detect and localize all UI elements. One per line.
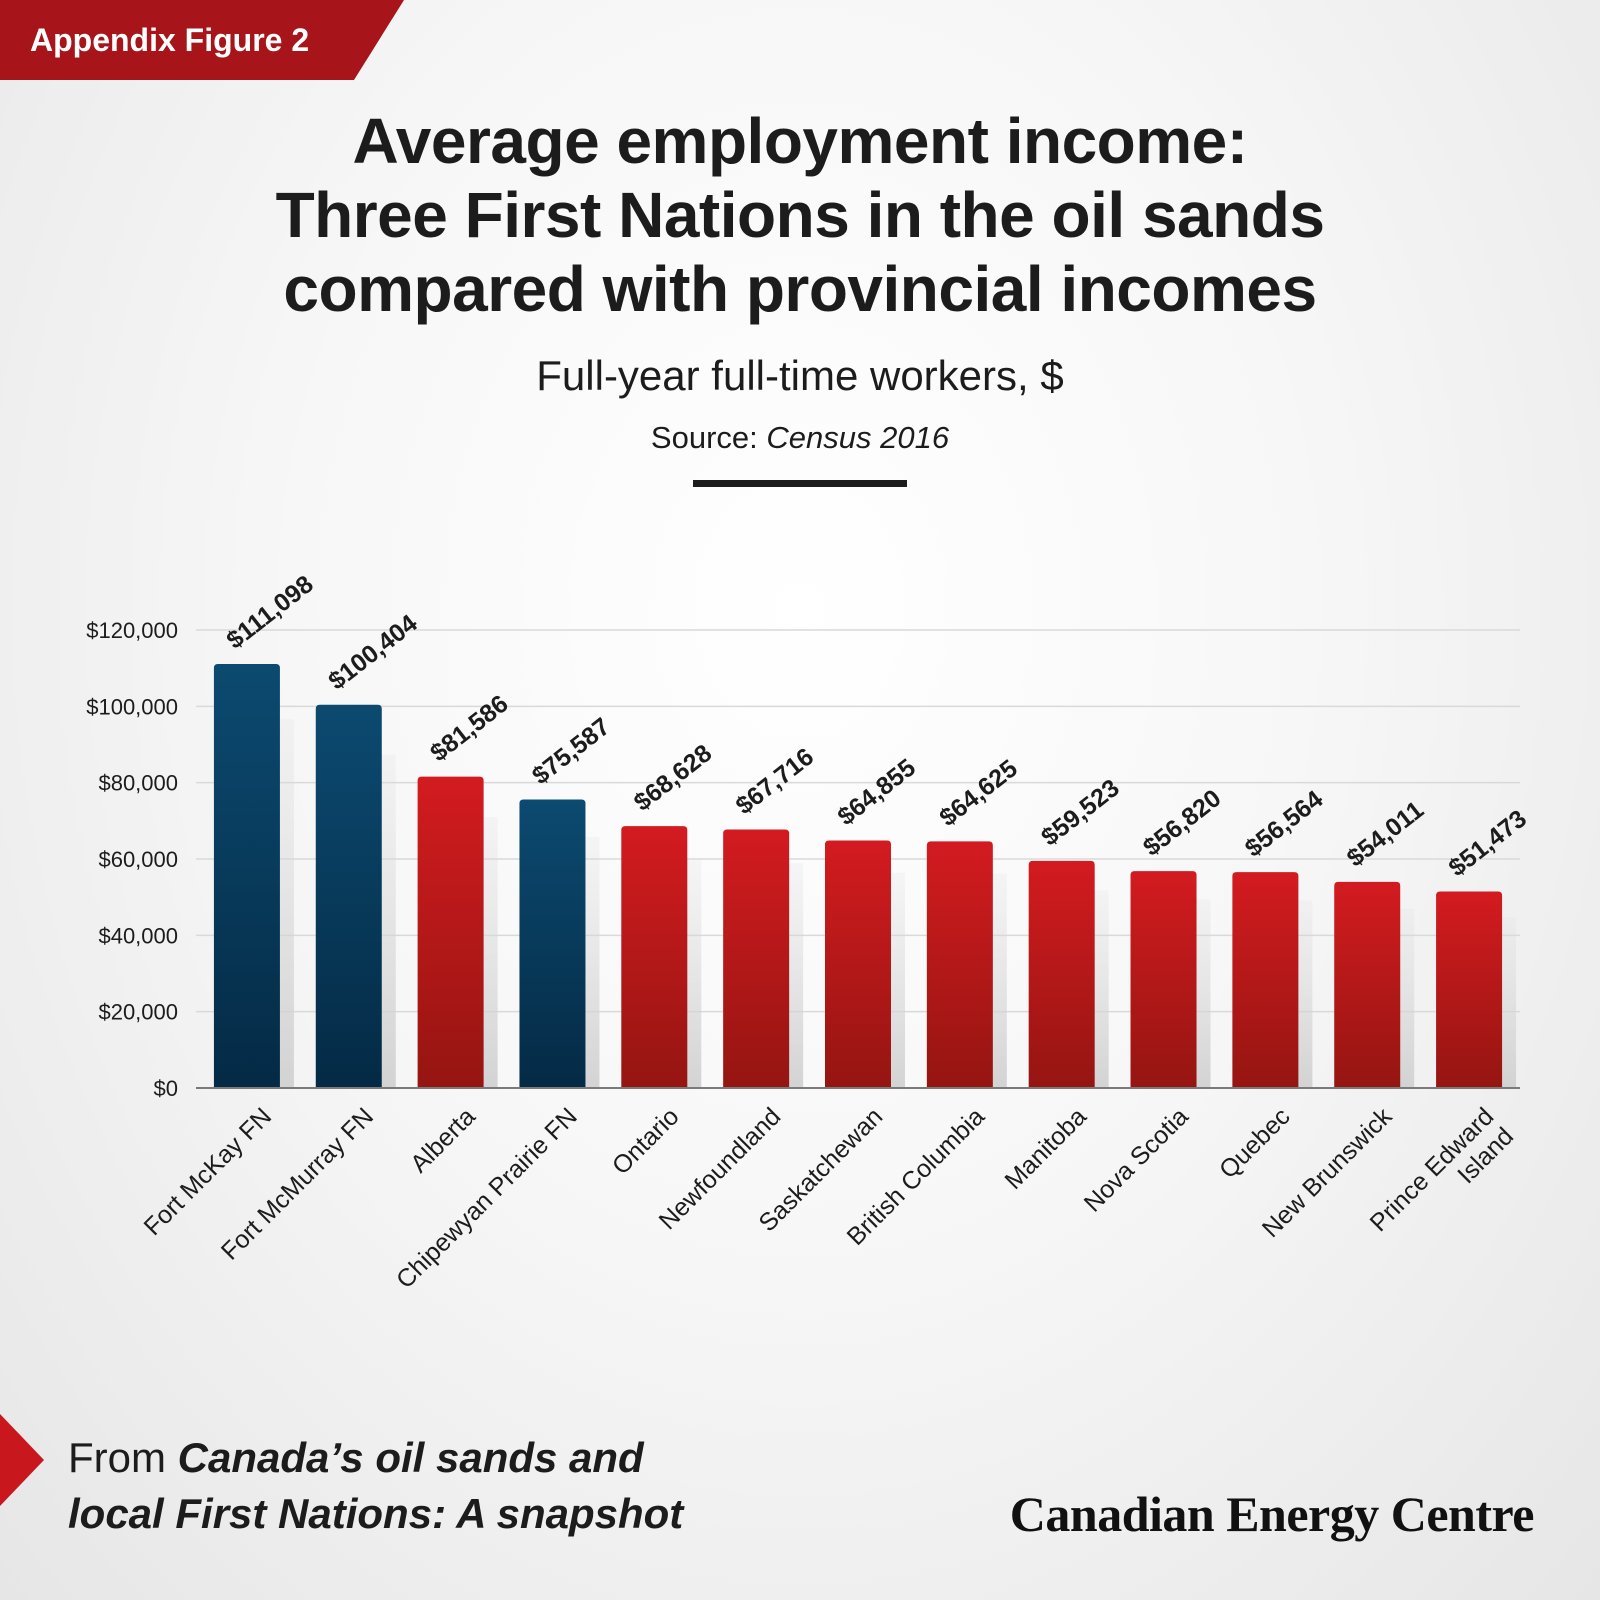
y-tick-label: $100,000	[86, 694, 178, 719]
data-label: $67,716	[731, 743, 819, 821]
x-tick-label: Alberta	[405, 1102, 481, 1178]
source-label: Source:	[650, 420, 758, 455]
x-tick-label: Chipewyan Prairie FN	[391, 1102, 583, 1294]
bar	[825, 840, 891, 1088]
data-label: $111,098	[221, 570, 318, 655]
data-label: $68,628	[629, 739, 718, 817]
bar	[213, 663, 280, 1088]
figure-tag-label: Appendix Figure 2	[30, 22, 310, 58]
y-tick-label: $0	[154, 1076, 178, 1101]
data-label: $51,473	[1444, 805, 1532, 883]
data-label: $59,523	[1036, 774, 1124, 852]
bar	[1436, 891, 1503, 1088]
data-label: $64,855	[832, 753, 921, 831]
data-label: $54,011	[1342, 796, 1429, 873]
x-tick-label: Nova Scotia	[1079, 1102, 1194, 1217]
chart-title-line: Average employment income:	[352, 105, 1248, 177]
chart-title-line: Three First Nations in the oil sands	[275, 179, 1325, 251]
y-tick-label: $20,000	[98, 1000, 178, 1025]
x-tick-label: Ontario	[607, 1102, 685, 1180]
bar-chart: $0 $20,000 $40,000 $60,000 $80,000 $100,000 $1…	[86, 570, 1532, 1294]
bar	[417, 776, 484, 1088]
y-tick-label: $80,000	[98, 771, 178, 796]
publication-title-line: local First Nations: A snapshot	[68, 1490, 684, 1537]
y-tick-label: $40,000	[98, 923, 178, 948]
figure-tag-background	[0, 0, 404, 80]
data-label: $81,586	[425, 690, 513, 768]
data-label: $100,404	[323, 609, 422, 695]
x-tick-label: Quebec	[1214, 1102, 1296, 1184]
brand-logo: Canadian Energy Centre	[1009, 1486, 1535, 1542]
publication-title-line: Canada’s oil sands and	[177, 1434, 644, 1481]
bar	[926, 841, 993, 1088]
bar	[519, 799, 586, 1088]
bar	[1334, 881, 1401, 1088]
y-tick-label: $60,000	[98, 847, 178, 872]
publication-reference: From Canada’s oil sands and local First …	[68, 1430, 683, 1542]
bar	[723, 829, 790, 1088]
chart-subtitle: Full-year full-time workers, $	[536, 352, 1064, 399]
data-label: $64,625	[934, 754, 1023, 832]
data-label: $75,587	[527, 713, 615, 791]
bar	[621, 826, 688, 1088]
bar	[1130, 871, 1197, 1088]
bar	[1028, 860, 1095, 1088]
data-label: $56,820	[1138, 784, 1226, 862]
footer-arrow-icon	[0, 1414, 44, 1506]
bar	[315, 704, 382, 1088]
chart-title-line: compared with provincial incomes	[283, 253, 1317, 325]
chart-title: Average employment income: Three First N…	[100, 104, 1500, 326]
title-divider	[693, 480, 907, 487]
data-label: $56,564	[1240, 785, 1329, 863]
source-note: Source: Census 2016	[200, 418, 1400, 458]
x-tick-label: Manitoba	[999, 1102, 1092, 1195]
bar	[1232, 872, 1299, 1088]
publication-from: From	[68, 1434, 166, 1481]
y-tick-label: $120,000	[86, 618, 178, 643]
source-value: Census 2016	[766, 420, 950, 455]
figure-tag: Appendix Figure 2	[0, 0, 404, 80]
